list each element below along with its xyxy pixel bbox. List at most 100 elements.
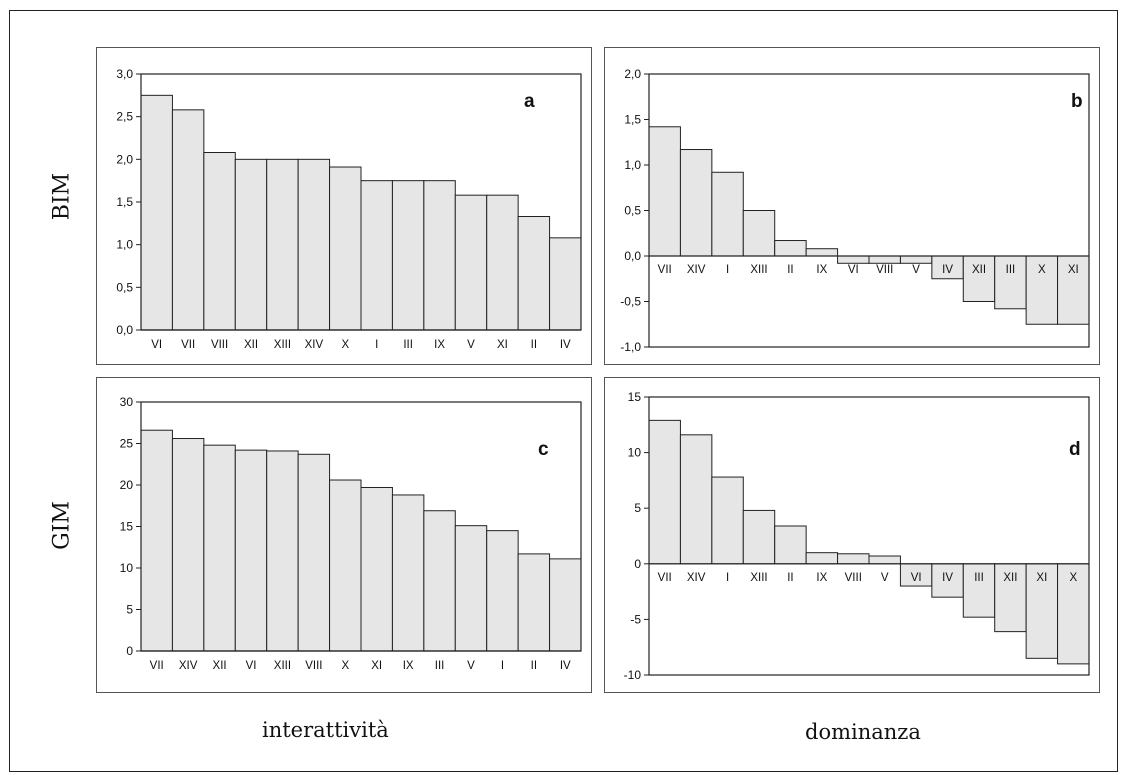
- category-label-XIV: XIV: [687, 264, 706, 276]
- bar-V: [868, 555, 901, 565]
- category-label-II: II: [531, 339, 537, 351]
- category-label-V: V: [467, 339, 475, 351]
- bar-II: [774, 525, 807, 565]
- category-label-VI: VI: [911, 572, 922, 584]
- bar-XII: [962, 255, 996, 302]
- bar-XIII: [742, 509, 776, 565]
- category-label-IV: IV: [942, 264, 953, 276]
- category-label-VI: VI: [848, 264, 859, 276]
- row-label-bim: BIM: [49, 172, 75, 221]
- y-tick-label: 1,5: [116, 195, 133, 209]
- bar-VI: [234, 449, 268, 652]
- category-label-IX: IX: [434, 339, 445, 351]
- category-label-VI: VI: [246, 660, 257, 672]
- bar-XIV: [679, 149, 713, 257]
- category-label-X: X: [1038, 264, 1046, 276]
- column-label-dominanza: dominanza: [805, 720, 921, 744]
- y-tick-label: -10: [624, 668, 642, 682]
- y-tick-label: 3,0: [116, 67, 133, 81]
- category-label-IV: IV: [560, 339, 571, 351]
- bar-XIII: [742, 210, 776, 257]
- category-label-IV: IV: [560, 660, 571, 672]
- bar-V: [454, 525, 488, 652]
- category-label-XIV: XIV: [179, 660, 198, 672]
- bar-XIV: [171, 438, 205, 652]
- category-label-I: I: [501, 660, 504, 672]
- y-tick-label: 10: [628, 446, 642, 460]
- category-label-IX: IX: [816, 572, 827, 584]
- category-label-I: I: [726, 572, 729, 584]
- bar-VI: [140, 94, 173, 331]
- category-label-XII: XII: [972, 264, 986, 276]
- category-label-V: V: [467, 660, 475, 672]
- bar-IV: [549, 558, 582, 652]
- bar-VIII: [297, 453, 331, 652]
- y-tick-label: 2,0: [624, 67, 641, 81]
- bar-X: [1057, 563, 1090, 665]
- bar-IV: [549, 237, 582, 331]
- category-label-VII: VII: [181, 339, 195, 351]
- bar-IX: [391, 494, 425, 652]
- chart-panel-d: -10 -5 0 5 10 15 VII XIV I XIII II IX VIII V VI IV III XI…: [604, 377, 1100, 693]
- bar-X: [329, 166, 362, 331]
- bar-VI: [837, 255, 870, 264]
- bar-VIII: [203, 152, 236, 331]
- category-label-IX: IX: [816, 264, 827, 276]
- category-label-XIV: XIV: [687, 572, 706, 584]
- panel-letter: c: [538, 439, 549, 460]
- row-label-gim: GIM: [49, 501, 75, 550]
- bar-VII: [648, 126, 681, 257]
- y-tick-label: 1,0: [116, 238, 133, 252]
- bar-XIII: [266, 450, 299, 652]
- panel-letter: b: [1071, 91, 1083, 112]
- column-label-interattivita: interattività: [262, 718, 389, 742]
- category-label-X: X: [341, 339, 349, 351]
- category-label-XI: XI: [1068, 264, 1079, 276]
- category-label-II: II: [531, 660, 537, 672]
- bar-XI: [486, 194, 519, 331]
- y-tick-label: 5: [634, 501, 641, 515]
- bar-VII: [140, 429, 173, 652]
- bar-VII: [648, 419, 681, 565]
- category-label-XIII: XIII: [750, 572, 767, 584]
- y-tick-label: 15: [120, 520, 134, 534]
- y-tick-label: 0: [634, 557, 641, 571]
- bar-XIII: [266, 158, 299, 331]
- bar-IX: [805, 248, 839, 257]
- bar-III: [423, 510, 456, 652]
- category-label-II: II: [787, 572, 793, 584]
- category-label-VIII: VIII: [211, 339, 228, 351]
- y-tick-label: 0,0: [624, 249, 641, 263]
- category-label-III: III: [1006, 264, 1016, 276]
- bar-XIV: [297, 158, 331, 331]
- bar-V: [899, 255, 933, 264]
- bar-V: [454, 194, 488, 331]
- category-label-X: X: [1069, 572, 1077, 584]
- panel-letter: d: [1069, 439, 1081, 460]
- bar-II: [517, 553, 551, 652]
- bar-II: [517, 216, 551, 331]
- category-label-I: I: [726, 264, 729, 276]
- bar-VIII: [837, 553, 870, 565]
- category-label-XIII: XIII: [274, 339, 291, 351]
- category-label-XII: XII: [1003, 572, 1017, 584]
- category-label-IX: IX: [403, 660, 414, 672]
- y-tick-label: 10: [120, 561, 134, 575]
- y-tick-label: 1,5: [624, 113, 641, 127]
- bar-III: [391, 180, 425, 331]
- category-label-V: V: [912, 264, 920, 276]
- y-tick-label: 0,5: [116, 280, 133, 294]
- panel-letter: a: [524, 91, 535, 112]
- category-label-VI: VI: [151, 339, 162, 351]
- category-label-XIV: XIV: [305, 339, 324, 351]
- category-label-VII: VII: [658, 572, 672, 584]
- bar-XI: [360, 486, 393, 652]
- category-label-VIII: VIII: [305, 660, 322, 672]
- category-label-XIII: XIII: [750, 264, 767, 276]
- bar-XII: [994, 563, 1027, 633]
- category-label-VII: VII: [658, 264, 672, 276]
- category-label-XI: XI: [371, 660, 382, 672]
- category-label-XIII: XIII: [274, 660, 291, 672]
